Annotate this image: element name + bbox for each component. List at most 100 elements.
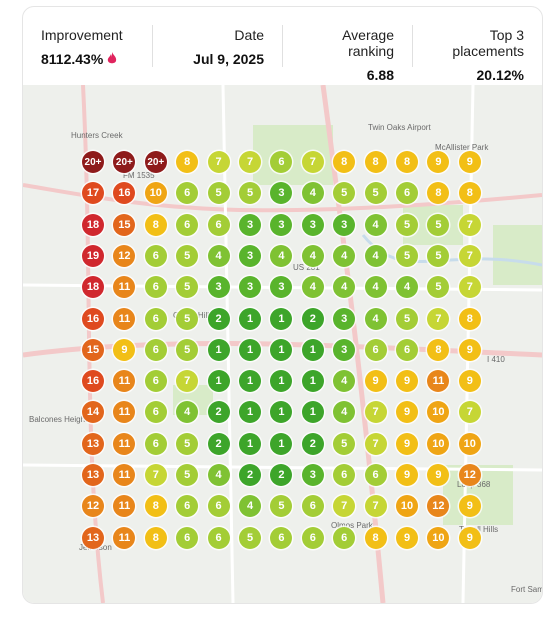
rank-cell: 1 [301, 338, 324, 361]
rank-cell: 7 [207, 151, 230, 173]
rank-cell: 6 [144, 307, 167, 330]
rank-cell: 20+ [82, 151, 104, 173]
rank-cell: 6 [301, 495, 324, 518]
rank-cell: 11 [113, 401, 136, 424]
stat-label: Average ranking [342, 27, 394, 59]
rank-cell: 1 [207, 338, 230, 361]
rank-cell: 4 [207, 464, 230, 486]
rank-cell: 9 [396, 432, 418, 455]
rank-cell: 4 [301, 244, 324, 267]
rank-cell: 8 [176, 151, 199, 173]
rank-cell: 5 [333, 432, 356, 455]
rank-cell: 4 [239, 495, 261, 518]
rank-cell: 3 [239, 244, 261, 267]
rank-cell: 1 [239, 307, 261, 330]
rank-cell: 11 [113, 307, 136, 330]
rank-cell: 1 [270, 370, 293, 393]
rank-cell: 6 [144, 370, 167, 393]
rank-cell: 10 [427, 526, 450, 549]
rank-cell: 8 [144, 526, 167, 549]
rank-cell: 7 [427, 307, 450, 330]
rank-cell: 9 [458, 370, 481, 393]
rank-cell: 11 [113, 526, 136, 549]
rank-cell: 6 [207, 495, 230, 518]
rank-cell: 13 [82, 464, 104, 486]
stat-block: Average ranking 6.88 [282, 25, 412, 83]
rank-cell: 3 [333, 307, 356, 330]
rank-cell: 4 [364, 307, 387, 330]
rank-cell: 12 [113, 244, 136, 267]
rank-cell: 1 [301, 370, 324, 393]
stat-block: Top 3 placements 20.12% [412, 25, 542, 83]
rank-cell: 7 [144, 464, 167, 486]
rank-cell: 5 [333, 182, 356, 205]
rank-cell: 12 [82, 495, 104, 518]
rank-cell: 5 [176, 432, 199, 455]
stat-block: Date Jul 9, 2025 [152, 25, 282, 67]
rank-cell: 5 [396, 244, 418, 267]
rank-cell: 1 [239, 432, 261, 455]
rank-cell: 2 [207, 432, 230, 455]
map-label: Balcones Heights [29, 415, 92, 424]
ranking-card: Improvement 8112.43% Date Jul 9, 2025 Averag… [22, 6, 543, 604]
rank-cell: 9 [458, 338, 481, 361]
rank-cell: 5 [427, 244, 450, 267]
rank-cell: 7 [458, 401, 481, 424]
rank-cell: 7 [301, 151, 324, 173]
rank-cell: 1 [239, 401, 261, 424]
rank-cell: 5 [396, 213, 418, 236]
rank-cell: 3 [270, 213, 293, 236]
rank-cell: 9 [458, 151, 481, 173]
stat-value: 8112.43% [41, 51, 134, 67]
rank-cell: 5 [396, 307, 418, 330]
rank-cell: 5 [207, 182, 230, 205]
rank-cell: 4 [364, 213, 387, 236]
rank-cell: 9 [396, 464, 418, 486]
rank-cell: 4 [396, 276, 418, 299]
rank-cell: 3 [301, 464, 324, 486]
rank-cell: 7 [458, 244, 481, 267]
rank-cell: 5 [176, 244, 199, 267]
rank-cell: 6 [333, 464, 356, 486]
rank-cell: 18 [82, 213, 104, 236]
map-label: Fort Sam Houston [511, 585, 543, 594]
rank-cell: 15 [113, 213, 136, 236]
stat-value: Jul 9, 2025 [193, 51, 264, 67]
rank-cell: 5 [427, 276, 450, 299]
rank-cell: 3 [207, 276, 230, 299]
rank-cell: 6 [144, 244, 167, 267]
rank-cell: 3 [301, 213, 324, 236]
stat-value: 6.88 [366, 67, 394, 83]
rank-cell: 4 [207, 244, 230, 267]
rank-cell: 10 [144, 182, 167, 205]
rank-cell: 20+ [144, 151, 167, 173]
rank-cell: 2 [207, 401, 230, 424]
rank-cell: 4 [270, 244, 293, 267]
rank-cell: 8 [458, 182, 481, 205]
map-label: Terrell Hills [459, 525, 499, 534]
rank-cell: 2 [270, 464, 293, 486]
rank-cell: 16 [113, 182, 136, 205]
rank-cell: 11 [113, 464, 136, 486]
rank-cell: 9 [427, 151, 450, 173]
rank-cell: 1 [301, 401, 324, 424]
rank-cell: 9 [458, 526, 481, 549]
stat-label: Date [234, 27, 264, 43]
rank-cell: 8 [427, 182, 450, 205]
rank-cell: 6 [144, 432, 167, 455]
rank-cell: 11 [113, 432, 136, 455]
rank-cell: 10 [427, 401, 450, 424]
rank-cell: 6 [207, 526, 230, 549]
rank-cell: 2 [207, 307, 230, 330]
rank-cell: 9 [427, 464, 450, 486]
rank-cell: 8 [364, 151, 387, 173]
rank-cell: 6 [144, 276, 167, 299]
rank-cell: 6 [396, 182, 418, 205]
rank-cell: 6 [270, 526, 293, 549]
rank-cell: 4 [333, 276, 356, 299]
rank-cell: 1 [270, 401, 293, 424]
rank-cell: 7 [176, 370, 199, 393]
rank-cell: 9 [364, 370, 387, 393]
rank-cell: 6 [176, 213, 199, 236]
rank-cell: 6 [144, 401, 167, 424]
